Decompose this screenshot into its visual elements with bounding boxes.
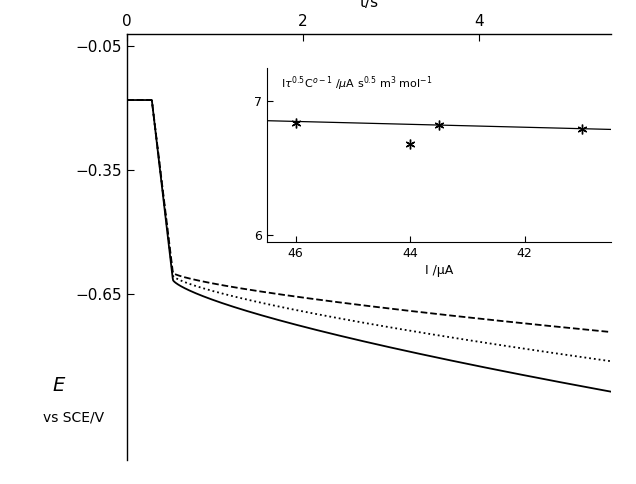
- X-axis label: I /μA: I /μA: [425, 264, 453, 277]
- Text: E: E: [52, 376, 65, 395]
- X-axis label: t/s: t/s: [359, 0, 378, 10]
- Text: I$\tau^{0.5}$C$^{o-1}$ /$\mu$A s$^{0.5}$ m$^3$ mol$^{-1}$: I$\tau^{0.5}$C$^{o-1}$ /$\mu$A s$^{0.5}$…: [281, 75, 432, 93]
- Text: vs SCE/V: vs SCE/V: [43, 410, 104, 424]
